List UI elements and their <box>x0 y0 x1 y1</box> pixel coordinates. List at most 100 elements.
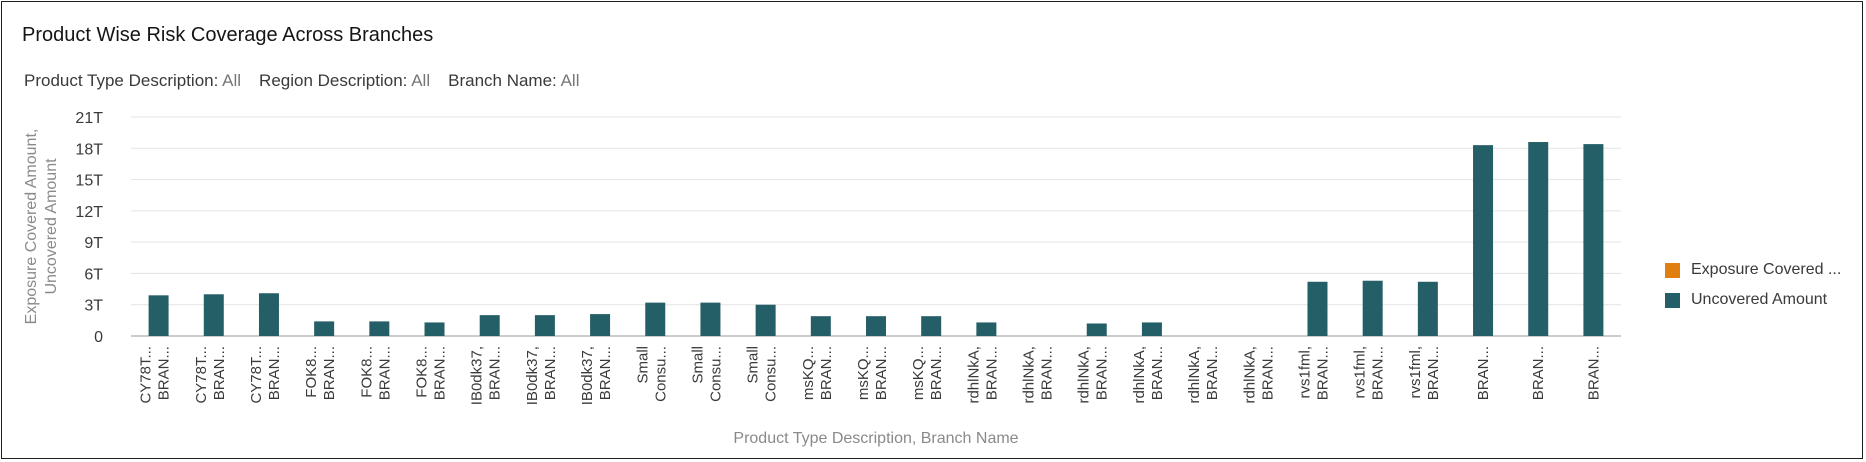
y-tick-label: 0 <box>94 329 103 346</box>
legend-item-exposure-covered[interactable]: Exposure Covered ... <box>1665 255 1841 285</box>
filter-region[interactable]: Region Description: All <box>259 71 430 91</box>
chart-title: Product Wise Risk Coverage Across Branch… <box>22 24 434 46</box>
y-axis-title: Exposure Covered Amount, <box>23 129 40 325</box>
bar-uncovered-amount <box>1473 145 1494 336</box>
x-tick-label: BRAN... <box>1530 346 1547 400</box>
bar-uncovered-amount <box>1528 142 1549 336</box>
x-tick-label: Consu... <box>652 346 669 402</box>
x-tick-label: rdhlNkA, <box>1186 346 1203 404</box>
x-tick-label: CY78T... <box>138 346 155 404</box>
bar-uncovered-amount <box>755 304 776 336</box>
bar-uncovered-amount <box>976 322 997 336</box>
filter-value: All <box>411 71 431 90</box>
bar-uncovered-amount <box>1141 322 1162 336</box>
bar-uncovered-amount <box>700 302 721 336</box>
x-tick-label: IB0dk37, <box>579 346 596 405</box>
bar-uncovered-amount <box>810 316 831 336</box>
x-tick-label: BRAN... <box>1259 346 1276 400</box>
y-tick-label: 15T <box>75 173 103 190</box>
x-tick-label: BRAN... <box>928 346 945 400</box>
bar-uncovered-amount <box>369 321 390 336</box>
filter-label: Product Type Description: <box>24 71 219 90</box>
bar-uncovered-amount <box>1417 281 1438 336</box>
bar-uncovered-amount <box>148 295 169 336</box>
filter-value: All <box>560 71 580 90</box>
filter-value: All <box>222 71 242 90</box>
x-tick-label: msKQ... <box>800 346 817 400</box>
x-tick-label: rvs1fml, <box>1407 346 1424 399</box>
bar-uncovered-amount <box>258 293 279 336</box>
x-tick-label: FOK8... <box>358 346 375 398</box>
x-tick-label: BRAN... <box>266 346 283 400</box>
legend-label: Exposure Covered ... <box>1691 261 1842 278</box>
filter-bar: Product Type Description: All Region Des… <box>24 71 579 91</box>
bar-uncovered-amount <box>1583 144 1604 336</box>
bar-uncovered-amount <box>424 322 445 336</box>
x-tick-label: CY78T... <box>193 346 210 404</box>
legend-label: Uncovered Amount <box>1691 291 1828 308</box>
x-tick-label: BRAN... <box>1370 346 1387 400</box>
x-tick-label: FOK8... <box>303 346 320 398</box>
y-tick-label: 18T <box>75 141 103 158</box>
legend-item-uncovered-amount[interactable]: Uncovered Amount <box>1665 285 1841 315</box>
x-tick-label: rdhlNkA, <box>1021 346 1038 404</box>
x-tick-label: msKQ... <box>855 346 872 400</box>
x-tick-label: BRAN... <box>818 346 835 400</box>
x-tick-label: Consu... <box>707 346 724 402</box>
y-tick-label: 12T <box>75 204 103 221</box>
bar-uncovered-amount <box>1086 323 1107 336</box>
filter-branch-name[interactable]: Branch Name: All <box>448 71 579 91</box>
x-tick-label: BRAN... <box>1475 346 1492 400</box>
bar-uncovered-amount <box>479 315 500 336</box>
x-tick-label: BRAN... <box>873 346 890 400</box>
x-tick-label: BRAN... <box>156 346 173 400</box>
y-tick-label: 3T <box>84 298 103 315</box>
x-tick-label: BRAN... <box>1149 346 1166 400</box>
x-tick-label: rvs1fml, <box>1352 346 1369 399</box>
x-tick-label: Small <box>634 346 651 384</box>
x-tick-label: Small <box>689 346 706 384</box>
x-tick-label: BRAN... <box>1425 346 1442 400</box>
x-tick-label: BRAN... <box>487 346 504 400</box>
x-tick-label: IB0dk37, <box>524 346 541 405</box>
x-tick-label: IB0dk37, <box>469 346 486 405</box>
x-axis-title: Product Type Description, Branch Name <box>733 430 1018 447</box>
legend-swatch <box>1665 262 1680 278</box>
x-tick-label: rdhlNkA, <box>1241 346 1258 404</box>
x-tick-label: BRAN... <box>597 346 614 400</box>
y-axis-title: Uncovered Amount <box>43 158 60 295</box>
bar-uncovered-amount <box>921 316 942 336</box>
bar-uncovered-amount <box>1307 281 1328 336</box>
x-tick-label: CY78T... <box>248 346 265 404</box>
bar-uncovered-amount <box>203 294 224 336</box>
x-tick-label: BRAN... <box>1314 346 1331 400</box>
filter-label: Branch Name: <box>448 71 557 90</box>
x-tick-label: BRAN... <box>1039 346 1056 400</box>
y-tick-label: 9T <box>84 235 103 252</box>
x-tick-label: BRAN... <box>321 346 338 400</box>
bar-uncovered-amount <box>645 302 666 336</box>
x-tick-label: msKQ... <box>910 346 927 400</box>
x-tick-label: BRAN... <box>1585 346 1602 400</box>
bar-uncovered-amount <box>590 314 611 336</box>
x-tick-label: rdhlNkA, <box>965 346 982 404</box>
x-tick-label: BRAN... <box>432 346 449 400</box>
bar-uncovered-amount <box>534 315 555 336</box>
bar-uncovered-amount <box>314 321 335 336</box>
x-tick-label: Small <box>745 346 762 384</box>
x-tick-label: BRAN... <box>1094 346 1111 400</box>
bar-uncovered-amount <box>1362 280 1383 336</box>
filter-product-type[interactable]: Product Type Description: All <box>24 71 241 91</box>
x-tick-label: BRAN... <box>1204 346 1221 400</box>
bar-uncovered-amount <box>866 316 886 336</box>
legend: Exposure Covered ... Uncovered Amount <box>1665 255 1841 315</box>
filter-label: Region Description: <box>259 71 408 90</box>
x-tick-label: FOK8... <box>414 346 431 398</box>
x-tick-label: Consu... <box>763 346 780 402</box>
x-tick-label: rdhlNkA, <box>1131 346 1148 404</box>
legend-swatch <box>1665 292 1680 308</box>
y-tick-label: 21T <box>75 110 103 127</box>
x-tick-label: BRAN... <box>376 346 393 400</box>
